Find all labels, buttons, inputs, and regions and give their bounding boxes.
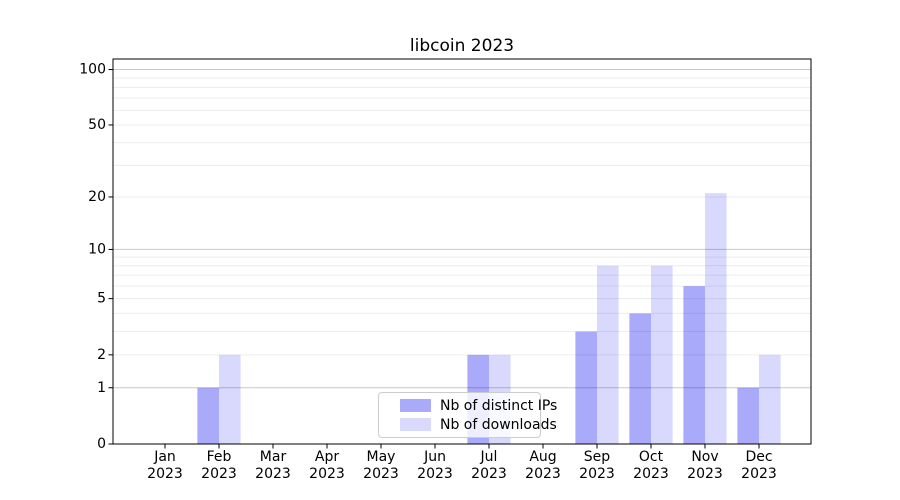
x-tick-label-year: 2023 [363, 466, 399, 482]
x-tick-label-month: Sep [584, 449, 611, 465]
x-tick-label-month: Feb [207, 449, 232, 465]
legend: Nb of distinct IPs Nb of downloads [378, 392, 557, 438]
legend-item-downloads: Nb of downloads [400, 418, 557, 432]
x-tick-label-month: Jul [480, 449, 498, 465]
bar-downloads-nov [705, 193, 727, 444]
x-tick-label-month: Jan [153, 449, 176, 465]
y-tick-label: 10 [88, 241, 106, 257]
x-tick-label-month: Oct [639, 449, 664, 465]
x-tick-label-year: 2023 [309, 466, 345, 482]
x-tick-label-year: 2023 [147, 466, 183, 482]
plot-frame [112, 58, 812, 445]
y-tick-label: 2 [97, 347, 106, 363]
y-tick-label: 1 [97, 380, 106, 396]
x-tick-label-month: Apr [315, 449, 339, 465]
y-tick-label: 20 [88, 189, 106, 205]
x-tick-label-month: Jun [423, 449, 446, 465]
x-tick-label-year: 2023 [417, 466, 453, 482]
x-tick-label-year: 2023 [471, 466, 507, 482]
bar-distinct-ips-oct [629, 313, 651, 444]
x-tick-label-month: Nov [691, 449, 718, 465]
bar-downloads-feb [219, 354, 241, 444]
x-tick-label-year: 2023 [633, 466, 669, 482]
x-tick-label-month: Dec [745, 449, 772, 465]
y-tick-label: 50 [88, 117, 106, 133]
bar-downloads-dec [759, 354, 781, 444]
legend-swatch-distinct-ips [400, 399, 431, 412]
bar-distinct-ips-dec [737, 387, 759, 444]
x-tick-label-year: 2023 [687, 466, 723, 482]
bar-downloads-sep [597, 265, 619, 444]
chart-title: libcoin 2023 [409, 36, 515, 56]
legend-item-distinct-ips: Nb of distinct IPs [400, 399, 557, 413]
x-tick-label-year: 2023 [525, 466, 561, 482]
y-tick-label: 5 [97, 291, 106, 307]
x-tick-label-month: Aug [529, 449, 556, 465]
bar-distinct-ips-sep [575, 331, 597, 444]
legend-swatch-downloads [400, 418, 431, 431]
y-tick-label: 0 [97, 436, 106, 452]
x-tick-label-year: 2023 [741, 466, 777, 482]
bar-distinct-ips-feb [197, 387, 219, 444]
legend-label-distinct-ips: Nb of distinct IPs [440, 397, 558, 414]
legend-label-downloads: Nb of downloads [440, 416, 557, 433]
x-tick-label-month: Mar [260, 449, 287, 465]
x-tick-label-month: May [367, 449, 396, 465]
x-tick-label-year: 2023 [255, 466, 291, 482]
bar-downloads-oct [651, 265, 673, 444]
x-tick-label-year: 2023 [201, 466, 237, 482]
y-tick-label: 100 [79, 62, 106, 78]
bar-distinct-ips-nov [683, 286, 705, 444]
x-tick-label-year: 2023 [579, 466, 615, 482]
